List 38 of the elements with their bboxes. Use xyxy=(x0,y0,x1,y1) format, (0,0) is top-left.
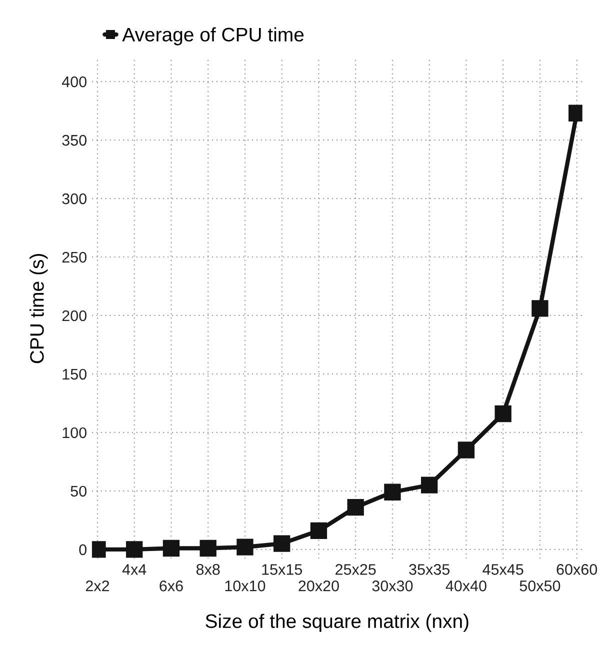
x-tick-label: 50x50 xyxy=(520,580,560,592)
point xyxy=(162,540,180,557)
point xyxy=(200,540,216,557)
point xyxy=(532,300,548,317)
x-tick-label: 20x20 xyxy=(298,580,339,592)
y-tick-label: 300 xyxy=(62,193,86,204)
x-tick-label: 25x25 xyxy=(336,564,376,575)
x-tick-label: 15x15 xyxy=(262,564,302,575)
point xyxy=(236,538,254,556)
point xyxy=(347,498,364,516)
x-tick-label: 35x35 xyxy=(409,564,450,575)
y-axis-title: CPU time (s) xyxy=(30,254,48,364)
point xyxy=(384,484,401,500)
x-tick-label: 8x8 xyxy=(196,564,220,575)
point xyxy=(126,541,143,558)
x-tick-label: 30x30 xyxy=(372,580,413,592)
x-tick-label: 4x4 xyxy=(122,564,146,575)
x-tick-label: 10x10 xyxy=(225,580,266,592)
y-tick-label: 400 xyxy=(62,76,86,88)
point xyxy=(310,522,328,540)
y-tick-label: 100 xyxy=(62,427,86,438)
y-tick-label: 350 xyxy=(62,134,86,146)
y-tick-label: 0 xyxy=(79,544,86,556)
y-tick-label: 200 xyxy=(62,310,86,322)
point xyxy=(494,405,512,422)
y-tick-label: 150 xyxy=(62,368,86,380)
x-axis-title: Size of the square matrix (nxn) xyxy=(206,614,468,632)
x-tick-label: 6x6 xyxy=(160,580,183,592)
point xyxy=(458,442,475,458)
point xyxy=(274,535,290,552)
x-tick-label: 2x2 xyxy=(86,580,110,592)
y-tick-label: 250 xyxy=(62,252,86,263)
point xyxy=(420,476,438,494)
x-tick-label: 45x45 xyxy=(482,564,524,575)
x-tick-label: 40x40 xyxy=(446,580,486,592)
y-tick-label: 50 xyxy=(70,486,86,497)
x-tick-label: 60x60 xyxy=(556,564,598,575)
legend-label: Average of CPU time xyxy=(122,27,304,46)
